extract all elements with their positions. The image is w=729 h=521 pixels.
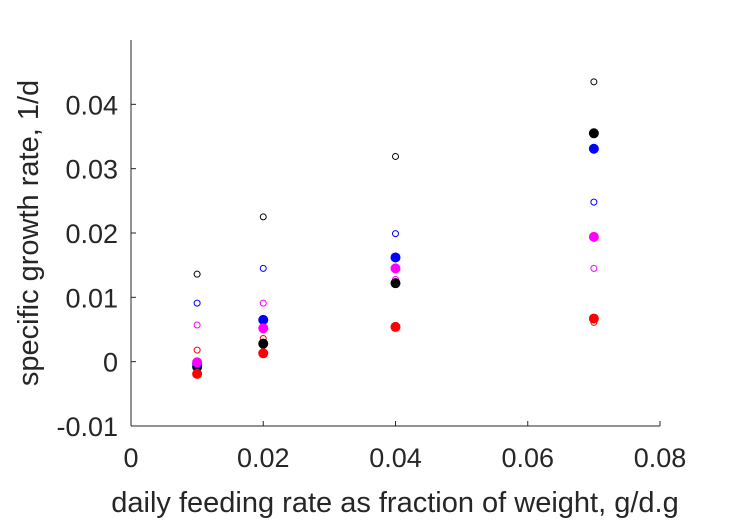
axes <box>130 40 660 427</box>
x-tick-label: 0 <box>123 443 138 473</box>
y-tick-label: 0.01 <box>65 283 118 313</box>
y-tick-label: -0.01 <box>56 412 118 442</box>
x-axis-label: daily feeding rate as fraction of weight… <box>111 487 678 519</box>
y-axis-ticks: -0.01 0 0.01 0.02 0.03 0.04 <box>56 90 136 442</box>
open-data-point <box>590 198 598 206</box>
filled-data-point <box>390 263 401 274</box>
open-data-point <box>259 213 267 221</box>
filled-data-point <box>588 128 599 139</box>
x-axis-ticks: 0 0.02 0.04 0.06 0.08 <box>123 421 686 473</box>
open-data-point <box>193 299 201 307</box>
filled-data-point <box>588 143 599 154</box>
x-tick-label: 0.08 <box>634 443 687 473</box>
filled-data-point <box>390 278 401 289</box>
filled-data-point <box>390 252 401 263</box>
y-tick-label: 0.02 <box>65 219 118 249</box>
open-data-point <box>392 230 399 238</box>
filled-data-point <box>258 323 269 334</box>
open-data-point <box>193 321 201 329</box>
filled-data-point <box>192 357 203 368</box>
x-tick-label: 0.04 <box>369 443 422 473</box>
x-tick-label: 0.02 <box>237 443 290 473</box>
open-data-point <box>259 299 267 307</box>
y-tick-label: 0 <box>103 348 118 378</box>
y-tick-label: 0.03 <box>65 155 118 185</box>
open-data-point <box>193 346 201 354</box>
y-axis-label: specific growth rate, 1/d <box>13 80 45 386</box>
open-data-point <box>590 78 598 86</box>
open-data-point <box>590 264 598 272</box>
open-data-point <box>392 152 399 160</box>
filled-data-point <box>588 231 599 242</box>
filled-data-point <box>390 321 401 332</box>
y-tick-label: 0.04 <box>65 90 118 120</box>
open-data-point <box>193 270 201 278</box>
filled-data-point <box>192 368 203 379</box>
filled-data-point <box>258 338 269 349</box>
open-data-point <box>259 264 267 272</box>
filled-data-point <box>258 348 269 359</box>
data-points <box>192 78 599 379</box>
x-tick-label: 0.06 <box>501 443 554 473</box>
filled-data-point <box>588 313 599 324</box>
filled-data-point <box>258 314 269 325</box>
